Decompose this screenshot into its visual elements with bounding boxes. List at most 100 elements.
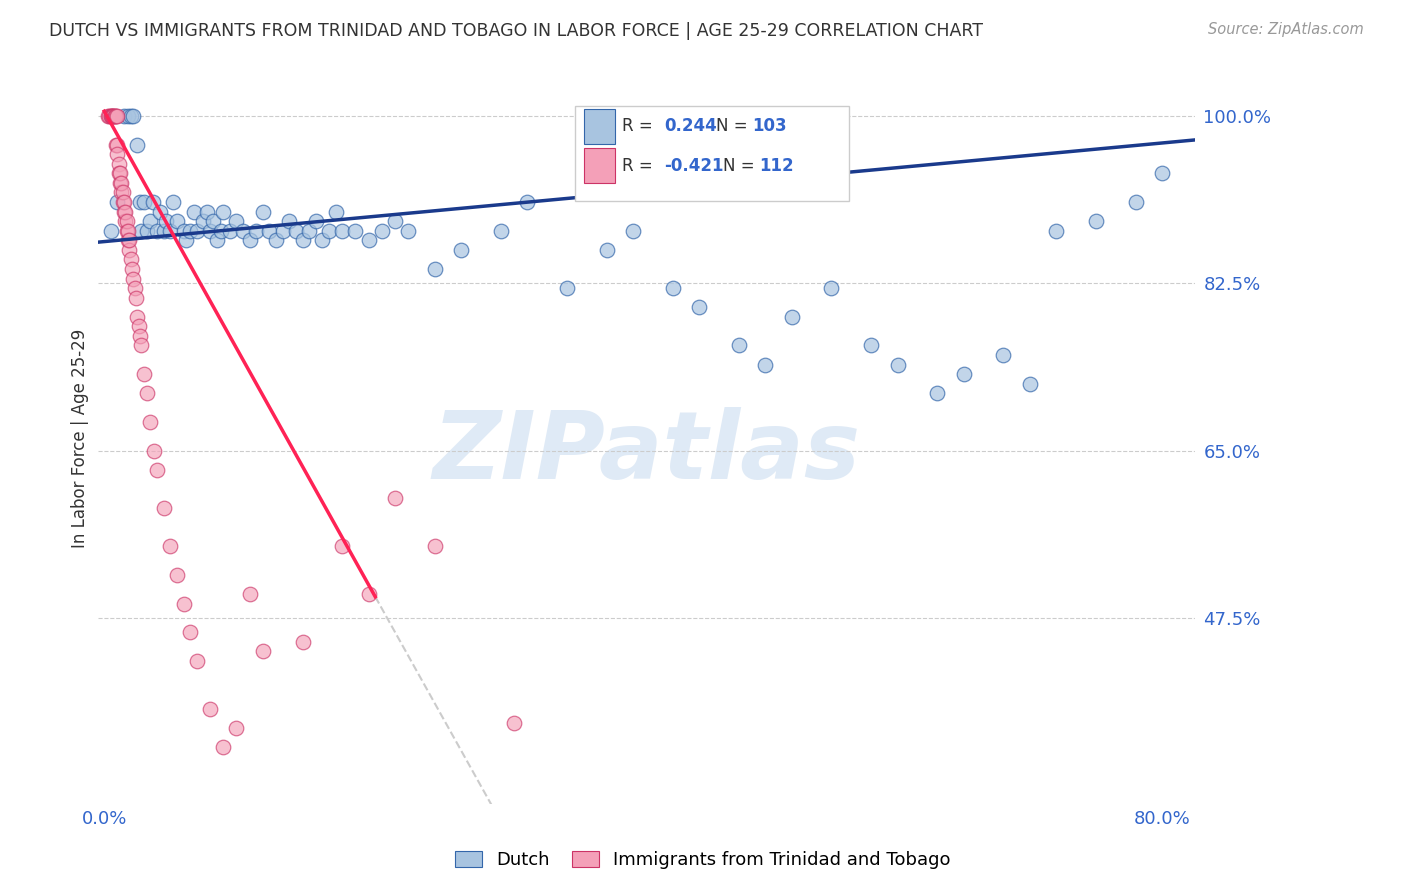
Point	[183, 204, 205, 219]
Text: Source: ZipAtlas.com: Source: ZipAtlas.com	[1208, 22, 1364, 37]
Text: N =: N =	[723, 157, 761, 175]
Point	[212, 739, 235, 754]
Point	[118, 243, 141, 257]
Point	[205, 233, 228, 247]
Point	[450, 243, 472, 257]
FancyBboxPatch shape	[583, 148, 614, 184]
Point	[1085, 214, 1108, 228]
Point	[117, 109, 139, 123]
Text: 112: 112	[759, 157, 794, 175]
Point	[135, 224, 157, 238]
Point	[111, 195, 134, 210]
Point	[252, 204, 274, 219]
Point	[291, 635, 314, 649]
Text: R =: R =	[623, 157, 658, 175]
Point	[101, 109, 124, 123]
Point	[107, 109, 129, 123]
Point	[754, 358, 776, 372]
Point	[120, 252, 142, 267]
Point	[100, 224, 122, 238]
Point	[259, 224, 281, 238]
Point	[107, 137, 129, 152]
Point	[166, 568, 188, 582]
Point	[110, 186, 132, 200]
Point	[318, 224, 340, 238]
Text: R =: R =	[623, 118, 658, 136]
Point	[198, 224, 221, 238]
Point	[117, 233, 139, 247]
Point	[278, 214, 301, 228]
Point	[139, 214, 162, 228]
Point	[489, 224, 512, 238]
Point	[121, 262, 143, 277]
Point	[98, 109, 121, 123]
Point	[100, 109, 122, 123]
Point	[122, 109, 145, 123]
Point	[146, 463, 169, 477]
Point	[103, 109, 125, 123]
Point	[107, 147, 129, 161]
Point	[860, 338, 883, 352]
Point	[820, 281, 842, 295]
Point	[114, 214, 136, 228]
Point	[100, 109, 122, 123]
Point	[120, 109, 142, 123]
Point	[112, 195, 135, 210]
Text: ZIPatlas: ZIPatlas	[432, 408, 860, 500]
Point	[159, 224, 181, 238]
Point	[105, 109, 128, 123]
Point	[311, 233, 333, 247]
Point	[162, 195, 184, 210]
Point	[110, 176, 132, 190]
Point	[284, 224, 307, 238]
Point	[118, 233, 141, 247]
Point	[993, 348, 1015, 362]
Point	[384, 491, 406, 506]
Point	[108, 176, 131, 190]
Point	[298, 224, 321, 238]
Point	[143, 443, 166, 458]
Point	[239, 233, 262, 247]
Point	[107, 195, 129, 210]
Point	[305, 214, 328, 228]
Point	[1125, 195, 1147, 210]
Point	[1018, 376, 1040, 391]
Point	[112, 109, 135, 123]
Text: N =: N =	[716, 118, 752, 136]
Point	[142, 195, 165, 210]
Point	[232, 224, 254, 238]
Point	[125, 291, 148, 305]
FancyBboxPatch shape	[583, 109, 614, 144]
Point	[423, 539, 446, 553]
Point	[186, 224, 208, 238]
Point	[271, 224, 294, 238]
Point	[159, 539, 181, 553]
Point	[384, 214, 406, 228]
Point	[225, 721, 247, 735]
Y-axis label: In Labor Force | Age 25-29: In Labor Force | Age 25-29	[72, 329, 89, 549]
Point	[139, 415, 162, 429]
Point	[107, 166, 129, 180]
Point	[108, 166, 131, 180]
Point	[264, 233, 287, 247]
Text: 0.244: 0.244	[664, 118, 717, 136]
Point	[239, 587, 262, 601]
Point	[127, 137, 149, 152]
Point	[927, 386, 949, 401]
Point	[555, 281, 578, 295]
Point	[152, 501, 174, 516]
Point	[104, 109, 127, 123]
Point	[201, 214, 224, 228]
Point	[132, 367, 155, 381]
Point	[218, 224, 240, 238]
Point	[780, 310, 803, 324]
Point	[128, 329, 150, 343]
Point	[166, 214, 188, 228]
Point	[107, 157, 129, 171]
Point	[129, 338, 152, 352]
Point	[357, 587, 380, 601]
Point	[688, 300, 710, 314]
Point	[1152, 166, 1174, 180]
Point	[396, 224, 419, 238]
Point	[122, 271, 145, 285]
